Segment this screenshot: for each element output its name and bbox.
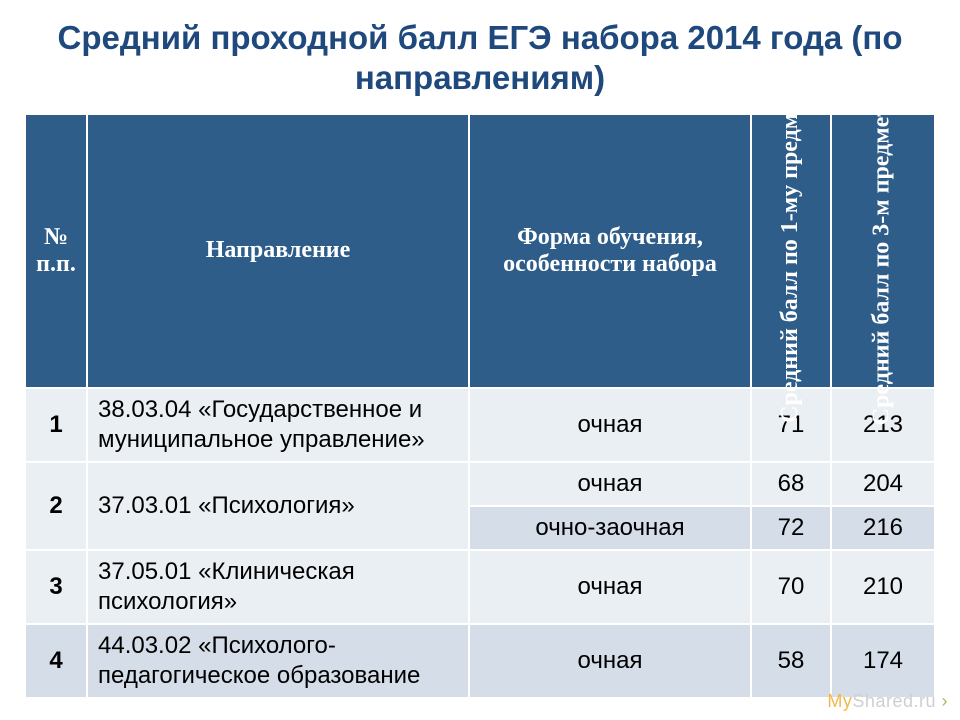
col-header-score3: Средний балл по 3-м предметам	[831, 114, 935, 388]
watermark-prefix: My	[827, 691, 852, 711]
cell-form: очно-заочная	[469, 506, 751, 550]
cell-direction: 37.05.01 «Клиническая психология»	[87, 550, 469, 624]
watermark: MyShared.ru ›	[827, 691, 948, 712]
cell-score1: 68	[751, 462, 831, 506]
cell-direction: 37.03.01 «Психология»	[87, 462, 469, 550]
cell-form: очная	[469, 462, 751, 506]
watermark-suffix: .ru	[913, 691, 936, 711]
cell-score1: 70	[751, 550, 831, 624]
cell-num: 2	[25, 462, 87, 550]
cell-num: 3	[25, 550, 87, 624]
table-header-row: № п.п. Направление Форма обучения, особе…	[25, 114, 935, 388]
table-row: 4 44.03.02 «Психолого-педагогическое обр…	[25, 624, 935, 698]
table-row: 3 37.05.01 «Клиническая психология» очна…	[25, 550, 935, 624]
table-row: 2 37.03.01 «Психология» очная 68 204	[25, 462, 935, 506]
cell-form: очная	[469, 624, 751, 698]
scores-table: № п.п. Направление Форма обучения, особе…	[24, 113, 936, 699]
cell-score3: 216	[831, 506, 935, 550]
cell-direction: 38.03.04 «Государственное и муниципально…	[87, 388, 469, 462]
watermark-main: Shared	[852, 691, 913, 711]
col-header-score1: Средний балл по 1-му предмету	[751, 114, 831, 388]
cell-num: 1	[25, 388, 87, 462]
cell-form: очная	[469, 388, 751, 462]
cell-score3: 204	[831, 462, 935, 506]
cell-score1: 72	[751, 506, 831, 550]
cell-num: 4	[25, 624, 87, 698]
cell-score3: 210	[831, 550, 935, 624]
col-header-num: № п.п.	[25, 114, 87, 388]
col-header-direction: Направление	[87, 114, 469, 388]
cell-score1: 58	[751, 624, 831, 698]
col-header-form: Форма обучения, особенности набора	[469, 114, 751, 388]
cell-direction: 44.03.02 «Психолого-педагогическое образ…	[87, 624, 469, 698]
watermark-arrow-icon: ›	[942, 691, 949, 711]
cell-score3: 174	[831, 624, 935, 698]
slide: Средний проходной балл ЕГЭ набора 2014 г…	[0, 0, 960, 720]
cell-form: очная	[469, 550, 751, 624]
